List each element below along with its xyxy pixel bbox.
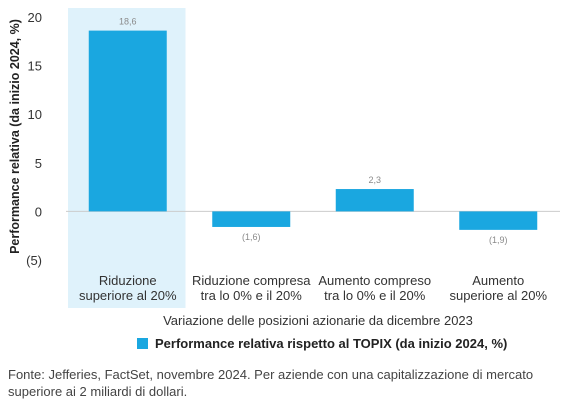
category-label: Riduzione [99,273,157,288]
y-tick-label: 5 [35,156,42,171]
y-tick-label: 10 [28,107,42,122]
data-label: 2,3 [368,175,381,185]
category-label: Aumento compreso [318,273,431,288]
bar [88,30,167,212]
legend: Performance relativa rispetto al TOPIX (… [137,336,507,351]
category-label: tra lo 0% e il 20% [324,288,426,303]
x-axis-title: Variazione delle posizioni azionarie da … [163,313,473,328]
category-label: superiore al 20% [79,288,177,303]
category-label: Aumento [472,273,524,288]
bar [212,211,291,227]
y-tick-label: 15 [28,59,42,74]
category-label: tra lo 0% e il 20% [201,288,303,303]
data-label: (1,9) [489,235,508,245]
data-label: 18,6 [119,17,137,27]
y-tick-label: (5) [26,253,42,268]
y-tick-label: 20 [28,10,42,25]
bar [335,189,414,212]
category-label: superiore al 20% [449,288,547,303]
source-note: Fonte: Jefferies, FactSet, novembre 2024… [8,367,534,399]
bar [459,211,538,230]
legend-label: Performance relativa rispetto al TOPIX (… [155,336,508,351]
y-axis-title: Performance relativa (da inizio 2024, %) [8,19,22,254]
legend-swatch [137,338,148,349]
category-label: Riduzione compresa [192,273,311,288]
y-tick-label: 0 [35,204,42,219]
data-label: (1,6) [242,232,261,242]
